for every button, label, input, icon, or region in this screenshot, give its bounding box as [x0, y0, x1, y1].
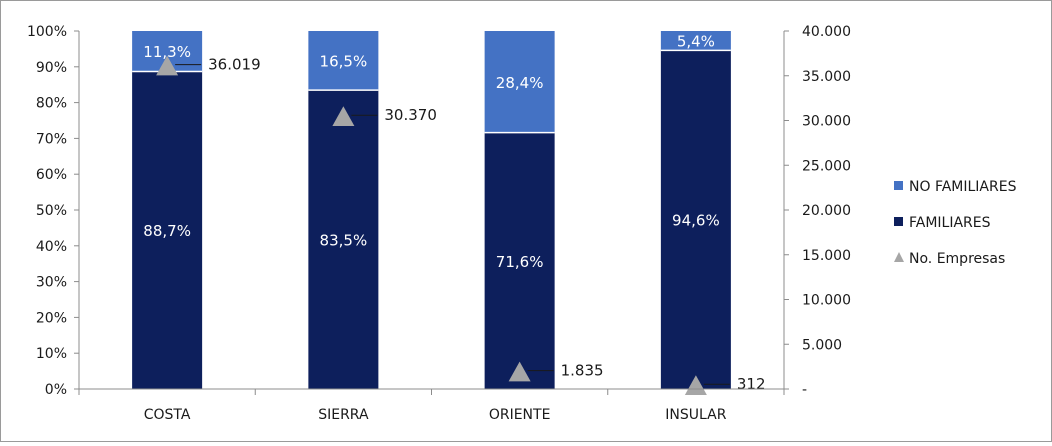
left-axis-tick-label: 100%	[27, 24, 67, 40]
legend-label: NO FAMILIARES	[909, 179, 1017, 195]
right-axis: - 5.000 10.000 15.000 20.000 25.000 30.000 35.0…	[783, 24, 851, 398]
data-label-no-empresas: 312	[737, 375, 766, 393]
bar-no-familiares	[660, 31, 731, 51]
x-axis: COSTA SIERRA ORIENTE INSULAR	[78, 388, 785, 423]
data-label-no-empresas: 30.370	[384, 106, 437, 124]
x-axis-category-label: ORIENTE	[489, 407, 551, 423]
left-axis: 0% 10% 20% 30% 40% 50% 60% 70% 80% 90% 100%	[27, 24, 80, 398]
legend-swatch-no-empresas	[894, 252, 904, 262]
x-axis-category-label: COSTA	[144, 407, 191, 423]
right-axis-tick-label: -	[802, 382, 807, 398]
x-axis-category-label: SIERRA	[318, 407, 369, 423]
data-label-no-familiares: 16,5%	[320, 53, 368, 71]
data-label-no-empresas: 1.835	[561, 362, 604, 380]
bar-familiares	[660, 50, 731, 389]
legend-swatch	[894, 181, 903, 190]
left-axis-tick-label: 30%	[36, 275, 67, 291]
data-label-no-empresas: 36.019	[208, 56, 261, 74]
data-label-familiares: 94,6%	[672, 212, 720, 230]
bar-familiares	[132, 71, 203, 389]
bar-familiares	[484, 132, 555, 389]
bar-familiares	[308, 90, 379, 389]
bar-no-familiares	[484, 31, 555, 133]
marker-no-empresas	[332, 106, 355, 126]
data-label-no-familiares: 28,4%	[496, 74, 544, 92]
left-axis-tick-label: 90%	[36, 60, 67, 76]
right-axis-tick-label: 20.000	[802, 203, 851, 219]
left-axis-tick-label: 20%	[36, 310, 67, 326]
left-axis-tick-label: 50%	[36, 203, 67, 219]
marker-no-empresas	[508, 361, 531, 382]
data-label-familiares: 88,7%	[143, 222, 191, 240]
data-label-no-familiares: 11,3%	[143, 43, 191, 61]
right-axis-tick-label: 30.000	[802, 114, 851, 130]
x-axis-category-label: INSULAR	[665, 407, 726, 423]
legend-label: FAMILIARES	[909, 215, 991, 231]
marker-no-empresas	[156, 55, 179, 76]
left-axis-tick-label: 60%	[36, 167, 67, 183]
right-axis-tick-label: 15.000	[802, 248, 851, 264]
legend-swatch	[894, 217, 903, 226]
legend: NO FAMILIARES FAMILIARES No. Empresas	[894, 179, 1017, 267]
bar-no-familiares	[308, 31, 379, 91]
data-label-familiares: 83,5%	[320, 232, 368, 250]
bars-layer: 88,7% 11,3% 83,5% 16,5% 71,6% 28,4% 94,6% 5,4%	[132, 31, 731, 389]
data-label-familiares: 71,6%	[496, 253, 544, 271]
left-axis-tick-label: 10%	[36, 346, 67, 362]
left-axis-tick-label: 70%	[36, 131, 67, 147]
right-axis-tick-label: 10.000	[802, 293, 851, 309]
right-axis-tick-label: 5.000	[802, 337, 842, 353]
left-axis-tick-label: 40%	[36, 239, 67, 255]
right-axis-tick-label: 25.000	[802, 158, 851, 174]
data-label-no-familiares: 5,4%	[677, 33, 715, 51]
right-axis-tick-label: 40.000	[802, 24, 851, 40]
right-axis-tick-label: 35.000	[802, 69, 851, 85]
left-axis-tick-label: 0%	[45, 382, 67, 398]
legend-label: No. Empresas	[909, 251, 1005, 267]
marker-no-empresas	[684, 375, 707, 396]
left-axis-tick-label: 80%	[36, 96, 67, 112]
